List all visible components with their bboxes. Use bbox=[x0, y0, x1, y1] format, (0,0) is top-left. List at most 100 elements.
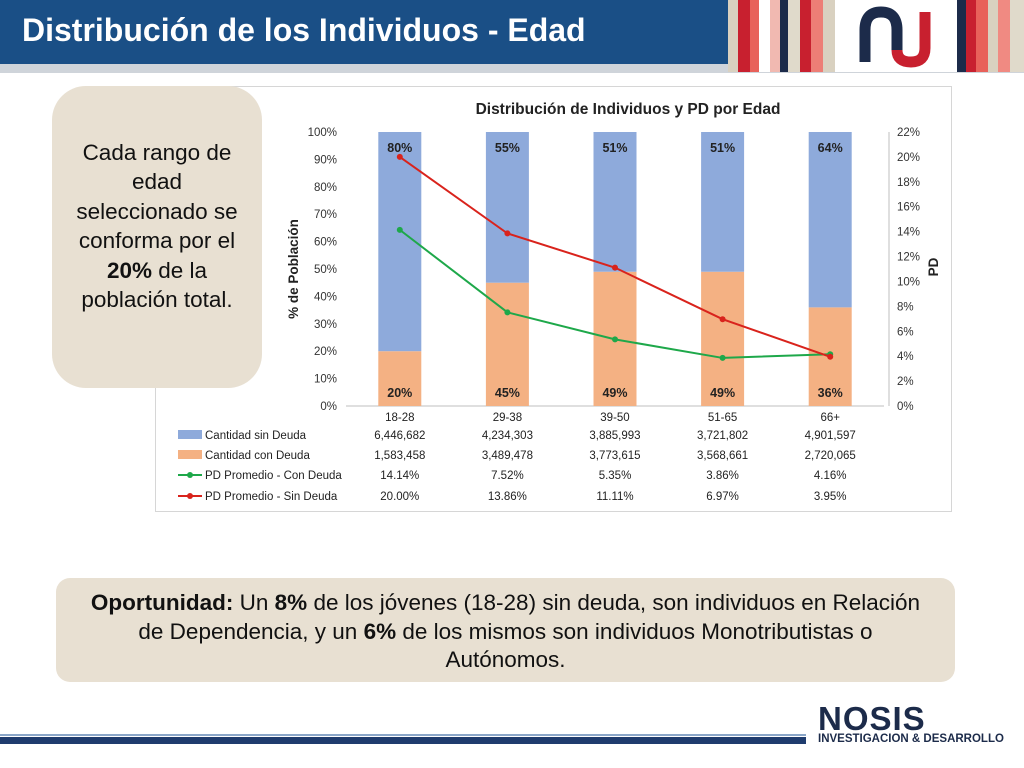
callout-text-before: Cada rango de edad seleccionado se confo… bbox=[76, 140, 238, 254]
opportunity-text-1: Un bbox=[233, 590, 275, 615]
bar-bottom-label: 49% bbox=[602, 386, 627, 400]
bar-bottom-label: 36% bbox=[818, 386, 843, 400]
table-cell: 3,489,478 bbox=[482, 450, 533, 462]
table-cell: 3.95% bbox=[814, 491, 847, 503]
table-cell: 3,885,993 bbox=[589, 430, 640, 442]
y-tick-label: 30% bbox=[314, 319, 337, 331]
pd-point bbox=[719, 354, 726, 361]
table-cell: 1,583,458 bbox=[374, 450, 425, 462]
opportunity-text-2: de los jóvenes (18-28) sin deuda, son in… bbox=[138, 590, 921, 644]
callout-text-after: de la población total. bbox=[81, 257, 233, 313]
legend-swatch-marker bbox=[187, 472, 193, 478]
bar-con-deuda bbox=[701, 271, 745, 406]
bar-bottom-label: 20% bbox=[387, 386, 412, 400]
pd-point bbox=[504, 230, 511, 237]
opportunity-lead: Oportunidad: bbox=[90, 590, 234, 615]
y-tick-label: 10% bbox=[314, 374, 337, 386]
callout-population-note: Cada rango de edad seleccionado se confo… bbox=[52, 86, 262, 388]
footer-bar bbox=[0, 737, 806, 744]
y-axis-label: % de Población bbox=[286, 219, 301, 319]
y-tick-label: 40% bbox=[314, 291, 337, 303]
y-tick-label: 0% bbox=[320, 401, 337, 413]
chart-frame: Distribución de Individuos y PD por Edad… bbox=[155, 86, 952, 512]
y2-tick-label: 8% bbox=[897, 301, 914, 313]
y2-tick-label: 20% bbox=[897, 152, 920, 164]
y2-tick-label: 0% bbox=[897, 401, 914, 413]
y-tick-label: 100% bbox=[308, 127, 337, 139]
table-cell: 6,446,682 bbox=[374, 430, 425, 442]
table-cell: 6.97% bbox=[706, 491, 739, 503]
bar-sin-deuda bbox=[808, 132, 852, 308]
bar-top-label: 51% bbox=[602, 141, 627, 155]
pd-point bbox=[504, 309, 511, 316]
table-category-label: 18-28 bbox=[385, 412, 414, 424]
y2-tick-label: 2% bbox=[897, 376, 914, 388]
y2-tick-label: 14% bbox=[897, 227, 920, 239]
table-cell: 3.86% bbox=[706, 470, 739, 482]
y-tick-label: 90% bbox=[314, 154, 337, 166]
y2-tick-label: 6% bbox=[897, 326, 914, 338]
decorative-stripes-left bbox=[728, 0, 800, 72]
table-cell: 20.00% bbox=[380, 491, 419, 503]
brand-logo bbox=[835, 0, 957, 72]
table-category-label: 39-50 bbox=[600, 412, 629, 424]
chart-left-axis: 0% 10% 20% 30% 40% 50% 60% 70% 80% 90% 100% bbox=[308, 127, 337, 413]
bar-sin-deuda bbox=[593, 132, 637, 272]
table-cell: 4.16% bbox=[814, 470, 847, 482]
chart-title: Distribución de Individuos y PD por Edad bbox=[476, 101, 781, 118]
page-title: Distribución de los Individuos - Edad bbox=[22, 12, 586, 48]
pd-point bbox=[612, 264, 618, 271]
legend-label: Cantidad con Deuda bbox=[205, 450, 310, 462]
y-tick-label: 20% bbox=[314, 346, 337, 358]
y-tick-label: 60% bbox=[314, 237, 337, 249]
y2-tick-label: 12% bbox=[897, 252, 920, 264]
table-category-label: 51-65 bbox=[708, 412, 737, 424]
legend-swatch-bar bbox=[178, 450, 202, 459]
bar-con-deuda bbox=[378, 351, 422, 406]
table-cell: 7.52% bbox=[491, 470, 524, 482]
callout-opportunity: Oportunidad: Un 8% de los jóvenes (18-28… bbox=[56, 578, 955, 682]
chart-right-axis: 0% 2% 4% 6% 8% 10% 12% 14% 16% 18% 20% 22% bbox=[888, 127, 920, 413]
y2-tick-label: 18% bbox=[897, 177, 920, 189]
opportunity-bold-2: 6% bbox=[363, 618, 397, 644]
y2-tick-label: 4% bbox=[897, 351, 914, 363]
opportunity-bold-1: 8% bbox=[274, 590, 308, 615]
y2-axis-label: PD bbox=[926, 257, 941, 276]
table-cell: 4,234,303 bbox=[482, 430, 533, 442]
legend-swatch-marker bbox=[187, 493, 193, 499]
chart-data-table: 18-28 29-38 39-50 51-65 66+ Cantidad sin Deud… bbox=[178, 412, 856, 503]
legend-label: Cantidad sin Deuda bbox=[205, 430, 307, 442]
bar-sin-deuda bbox=[485, 132, 529, 283]
y-tick-label: 70% bbox=[314, 209, 337, 221]
chart-svg: Distribución de Individuos y PD por Edad… bbox=[178, 101, 941, 503]
legend-label: PD Promedio - Con Deuda bbox=[205, 470, 342, 482]
footer-brand: NOSIS bbox=[818, 700, 926, 737]
bar-top-label: 55% bbox=[495, 141, 520, 155]
pd-point bbox=[719, 316, 726, 323]
pd-point bbox=[612, 336, 618, 343]
decorative-stripes-mid bbox=[800, 0, 835, 72]
footer-line-thin bbox=[0, 734, 806, 736]
opportunity-text-3: de los mismos son individuos Monotributi… bbox=[396, 618, 873, 673]
header-underline bbox=[0, 64, 1024, 73]
pd-point bbox=[396, 226, 403, 233]
decorative-stripes-right bbox=[957, 0, 1024, 72]
legend-label: PD Promedio - Sin Deuda bbox=[205, 491, 338, 503]
bar-con-deuda bbox=[485, 282, 529, 406]
table-cell: 3,568,661 bbox=[697, 450, 748, 462]
bar-top-label: 64% bbox=[818, 141, 843, 155]
y-tick-label: 80% bbox=[314, 182, 337, 194]
bar-top-label: 80% bbox=[387, 141, 412, 155]
y2-tick-label: 22% bbox=[897, 127, 920, 139]
table-cell: 4,901,597 bbox=[805, 430, 856, 442]
table-cell: 5.35% bbox=[599, 470, 632, 482]
table-cell: 3,721,802 bbox=[697, 430, 748, 442]
bar-sin-deuda bbox=[701, 132, 745, 272]
pd-point bbox=[827, 353, 834, 360]
bar-bottom-label: 49% bbox=[710, 386, 735, 400]
bar-top-label: 51% bbox=[710, 141, 735, 155]
table-cell: 3,773,615 bbox=[589, 450, 640, 462]
chart-lines bbox=[396, 153, 834, 361]
table-cell: 2,720,065 bbox=[805, 450, 856, 462]
legend-swatch-bar bbox=[178, 430, 202, 439]
